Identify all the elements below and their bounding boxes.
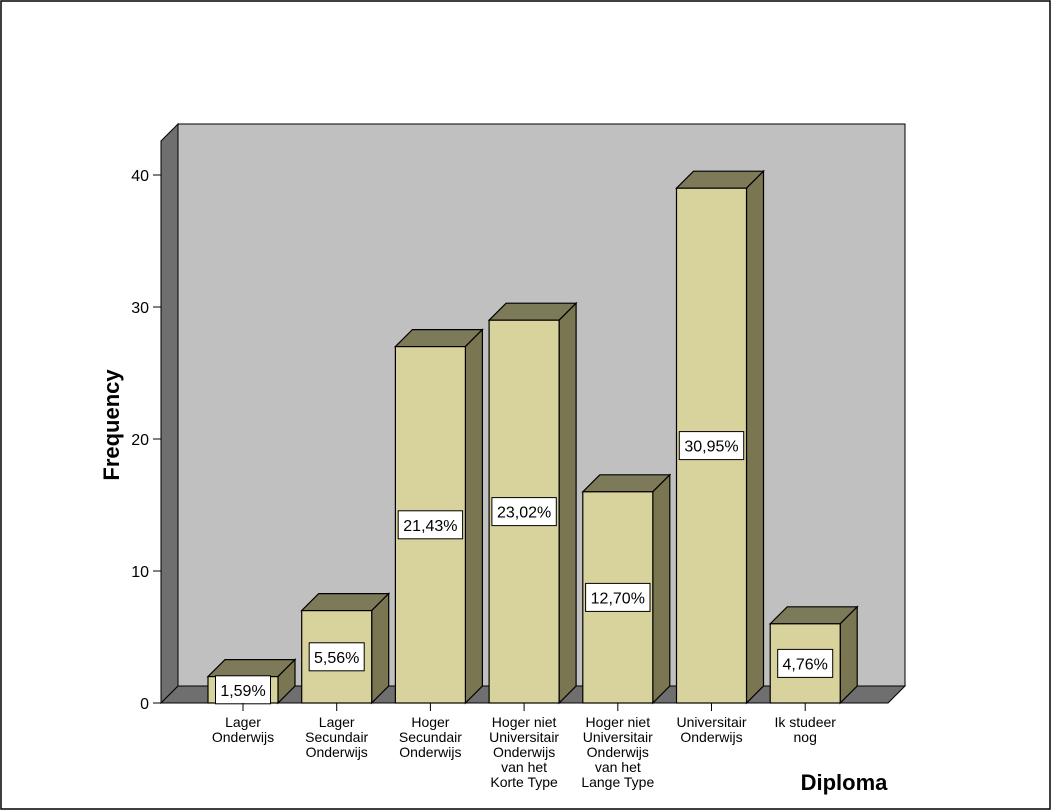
x-tick-label: Hoger niet Universitair Onderwijs van het Ko… <box>489 714 559 790</box>
data-label-box <box>308 642 365 672</box>
bar: 5,56% <box>300 592 391 705</box>
data-label: 5,56% <box>314 650 359 667</box>
x-tick-label: Hoger Secundair Onderwijs <box>399 714 462 760</box>
bar: 12,70% <box>581 473 672 705</box>
bar: 23,02% <box>487 301 578 705</box>
y-axis-title: Frequency <box>99 369 124 481</box>
bar: 30,95% <box>675 169 765 705</box>
y-tick-label: 0 <box>140 696 149 713</box>
data-label: 23,02% <box>497 505 551 522</box>
bar-side <box>652 473 671 705</box>
y-tick-label: 30 <box>131 300 149 317</box>
bar-side <box>839 605 858 705</box>
x-tick-label: Universitair Onderwijs <box>676 714 746 745</box>
x-tick-label: Ik studeer nog <box>774 714 836 745</box>
data-label-box <box>777 648 834 678</box>
data-label: 21,43% <box>403 518 457 535</box>
x-tick-label: Lager Onderwijs <box>212 714 274 745</box>
data-label-box <box>215 675 271 705</box>
bar: 4,76% <box>768 605 859 705</box>
bar-side <box>464 328 483 705</box>
y-tick-label: 40 <box>131 168 149 185</box>
y-tick-label: 20 <box>131 432 149 449</box>
x-axis-title: Diploma <box>801 770 889 795</box>
y-tick-label: 10 <box>131 564 149 581</box>
data-label-box <box>397 510 464 540</box>
data-label: 1,59% <box>220 683 265 700</box>
data-label-box <box>678 431 745 461</box>
data-label: 30,95% <box>684 439 738 456</box>
data-label-box <box>585 582 651 612</box>
x-tick-label: Lager Secundair Onderwijs <box>305 714 368 760</box>
bar: 21,43% <box>393 328 484 705</box>
bar: 1,59% <box>206 658 297 705</box>
bar-side <box>745 169 765 705</box>
side-wall <box>160 122 179 705</box>
x-tick-label: Hoger niet Universitair Onderwijs van het La… <box>581 714 654 790</box>
data-label-box <box>491 497 557 527</box>
data-label: 12,70% <box>591 590 645 607</box>
data-label: 4,76% <box>783 656 828 673</box>
bar-side <box>558 301 577 705</box>
bar-side <box>371 592 390 705</box>
